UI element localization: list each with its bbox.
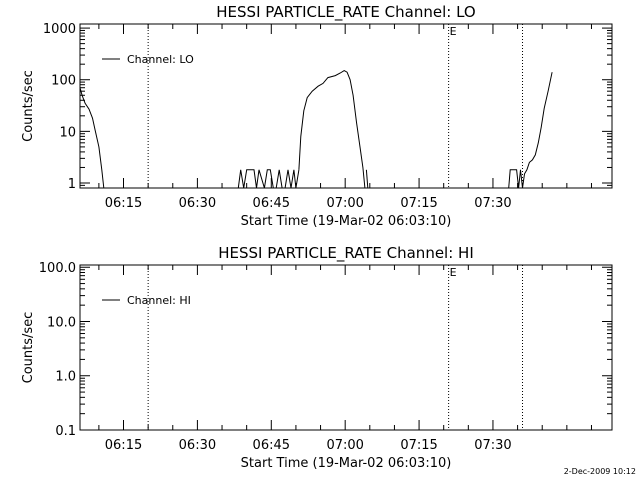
legend-label-lo: Channel: LO [127, 53, 194, 66]
x-tick-label: 06:15 [105, 196, 142, 211]
x-tick-label: 07:00 [326, 438, 363, 453]
y-tick-label: 1 [68, 177, 76, 192]
event-marker-label-hi: E [450, 266, 457, 279]
y-axis-label-hi: Counts/sec [21, 312, 36, 384]
x-tick-label: 07:15 [400, 196, 437, 211]
x-tick-label: 06:15 [105, 438, 142, 453]
series-line [508, 72, 553, 189]
x-tick-label: 07:15 [400, 438, 437, 453]
y-tick-label: 1000 [43, 22, 76, 37]
y-axis-label-lo: Counts/sec [21, 70, 36, 142]
x-axis-label-hi: Start Time (19-Mar-02 06:03:10) [241, 456, 452, 471]
x-tick-label: 07:00 [326, 196, 363, 211]
event-marker-label-lo: E [450, 25, 457, 38]
legend-label-hi: Channel: HI [127, 294, 191, 307]
x-tick-label: 06:45 [253, 196, 290, 211]
series-line [79, 87, 105, 189]
x-tick-label: 07:30 [474, 438, 511, 453]
plot-timestamp: 2-Dec-2009 10:12 [564, 467, 636, 476]
chart-title-lo: HESSI PARTICLE_RATE Channel: LO [216, 3, 475, 22]
x-tick-label: 06:30 [179, 438, 216, 453]
chart-title-hi: HESSI PARTICLE_RATE Channel: HI [218, 244, 474, 263]
series-line [237, 169, 300, 189]
x-axis-label-lo: Start Time (19-Mar-02 06:03:10) [241, 214, 452, 229]
plot-frame [79, 264, 613, 431]
y-tick-label: 100 [51, 74, 76, 89]
plot-frame [79, 23, 613, 189]
y-tick-label: 0.1 [55, 424, 76, 439]
lo-channel-panel: HESSI PARTICLE_RATE Channel: LO Start Ti… [21, 3, 613, 229]
y-tick-label: 10.0 [47, 315, 76, 330]
y-tick-label: 1.0 [55, 370, 76, 385]
y-tick-label: 100.0 [39, 261, 76, 276]
x-tick-label: 06:30 [179, 196, 216, 211]
x-tick-label: 07:30 [474, 196, 511, 211]
series-line [298, 70, 366, 189]
series-line [365, 169, 369, 189]
hi-channel-panel: HESSI PARTICLE_RATE Channel: HI Start Ti… [21, 244, 613, 471]
y-tick-label: 10 [59, 125, 76, 140]
x-tick-label: 06:45 [253, 438, 290, 453]
